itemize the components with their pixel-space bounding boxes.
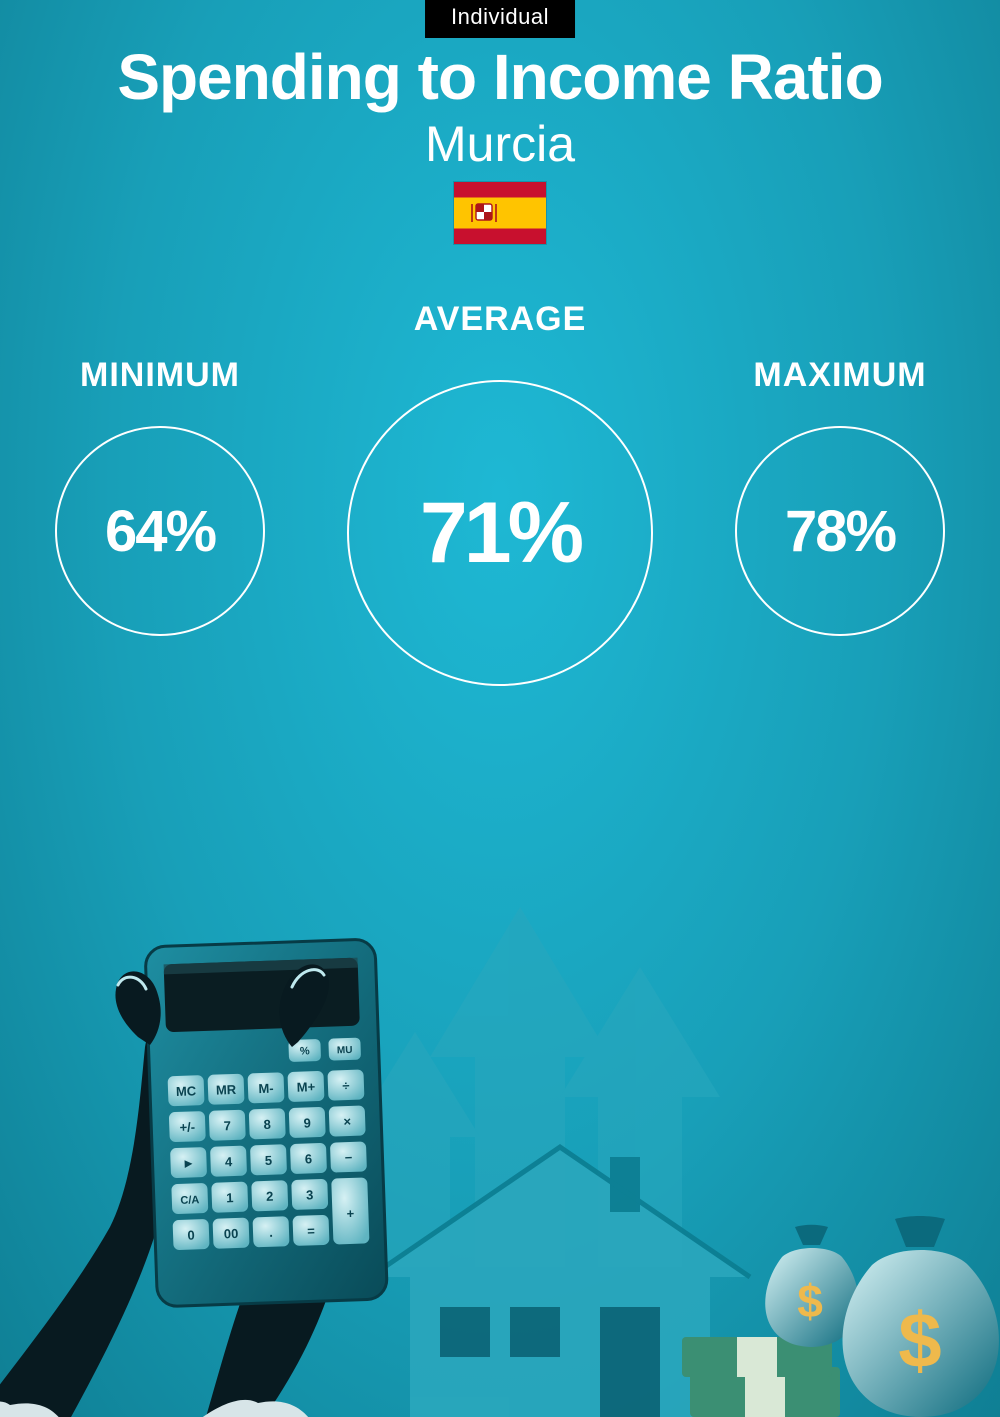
svg-text:0: 0	[187, 1227, 195, 1242]
svg-text:MU: MU	[337, 1045, 353, 1057]
svg-text:MR: MR	[216, 1082, 237, 1098]
svg-text:MC: MC	[176, 1083, 197, 1099]
svg-text:M-: M-	[258, 1081, 274, 1097]
minimum-circle: 64%	[55, 426, 265, 636]
svg-text:M+: M+	[297, 1079, 316, 1095]
svg-text:.: .	[269, 1225, 273, 1240]
minimum-label: MINIMUM	[20, 356, 300, 395]
maximum-value: 78%	[785, 498, 895, 565]
svg-text:7: 7	[223, 1118, 231, 1133]
average-circle: 71%	[347, 380, 653, 686]
svg-text:+/-: +/-	[179, 1119, 195, 1135]
page-title: Spending to Income Ratio	[0, 40, 1000, 114]
svg-text:6: 6	[305, 1151, 313, 1166]
svg-text:9: 9	[303, 1115, 311, 1130]
svg-text:×: ×	[343, 1114, 352, 1129]
svg-text:$: $	[797, 1275, 823, 1327]
moneybag-small-icon: $	[765, 1225, 858, 1347]
maximum-label: MAXIMUM	[700, 356, 980, 395]
hands-calculator-icon: % MU MC MR M- M+ ÷ +/- 7 8 9 × ► 4 5	[0, 939, 387, 1417]
svg-text:%: %	[300, 1045, 310, 1057]
svg-text:+: +	[346, 1206, 355, 1221]
average-value: 71%	[420, 484, 580, 583]
maximum-circle: 78%	[735, 426, 945, 636]
svg-text:8: 8	[263, 1117, 271, 1132]
svg-text:=: =	[307, 1223, 316, 1238]
svg-text:00: 00	[224, 1226, 239, 1241]
moneybag-large-icon: $	[843, 1216, 999, 1417]
svg-text:►: ►	[182, 1155, 195, 1170]
average-label: AVERAGE	[0, 300, 1000, 339]
finance-illustration: $ $	[0, 797, 1000, 1417]
svg-text:5: 5	[265, 1153, 273, 1168]
cash-stack-icon	[682, 1337, 840, 1417]
svg-text:÷: ÷	[342, 1078, 350, 1093]
house-icon	[370, 1147, 750, 1417]
svg-text:1: 1	[226, 1190, 234, 1205]
category-badge-label: Individual	[451, 4, 549, 29]
flag-spain-icon	[454, 182, 546, 244]
svg-text:4: 4	[225, 1154, 234, 1169]
category-badge: Individual	[425, 0, 575, 38]
svg-text:$: $	[898, 1296, 941, 1384]
svg-text:3: 3	[306, 1187, 314, 1202]
svg-text:C/A: C/A	[180, 1194, 199, 1207]
minimum-value: 64%	[105, 498, 215, 565]
region-name: Murcia	[0, 115, 1000, 173]
svg-text:2: 2	[266, 1189, 274, 1204]
svg-text:−: −	[344, 1150, 353, 1165]
up-arrows-icon	[350, 907, 720, 1267]
